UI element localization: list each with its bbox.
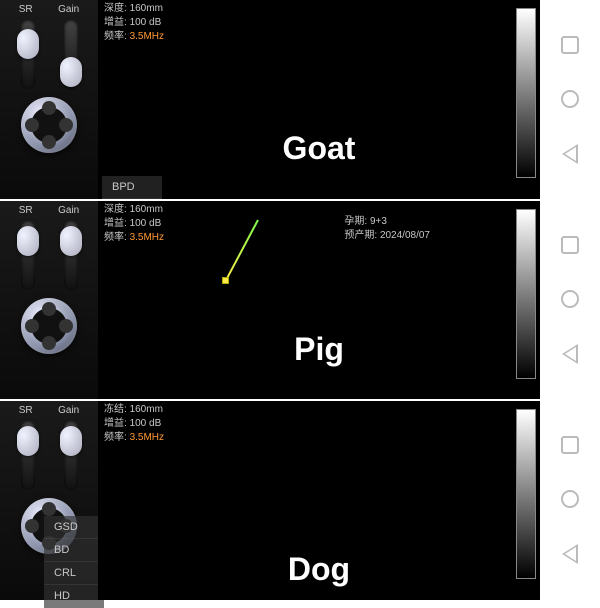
gain-slider-thumb[interactable] (60, 226, 82, 256)
gain-slider[interactable] (64, 220, 78, 290)
controls-column: SR Gain (0, 0, 98, 199)
sr-label: SR (19, 205, 33, 216)
sr-slider[interactable] (21, 19, 35, 89)
nav-back-icon[interactable] (562, 344, 578, 364)
ultrasound-scan-area[interactable]: 深度: 160mm 增益: 100 dB 频率: 3.5MHz 孕期: 9+3 … (98, 201, 540, 400)
ultrasound-scan-area[interactable]: 深度: 160mm 增益: 100 dB 频率: 3.5MHz Goat BPD (98, 0, 540, 199)
nav-home-icon[interactable] (561, 90, 579, 108)
sr-label: SR (19, 405, 33, 416)
scan-info: 冻结: 160mm 增益: 100 dB 频率: 3.5MHz (104, 403, 164, 445)
ultrasound-panel: SR Gain 深度: 160mm 增益: 100 dB 频率: 3.5MHz G… (0, 0, 540, 201)
nav-back-icon[interactable] (562, 544, 578, 564)
sr-slider-thumb[interactable] (17, 29, 39, 59)
controls-column: SR Gain GSDBDCRLHD (0, 401, 98, 600)
scan-fan (169, 411, 469, 551)
ultrasound-scan-area[interactable]: 冻结: 160mm 增益: 100 dB 频率: 3.5MHz Dog (98, 401, 540, 600)
nav-home-icon[interactable] (561, 290, 579, 308)
gain-slider[interactable] (64, 19, 78, 89)
greyscale-bar (516, 209, 536, 379)
sr-label: SR (19, 4, 33, 15)
sr-slider-thumb[interactable] (17, 226, 39, 256)
nav-recent-icon[interactable] (561, 236, 579, 254)
pregnancy-info: 孕期: 9+3 预产期: 2024/08/07 (344, 215, 430, 243)
gain-slider-thumb[interactable] (60, 426, 82, 456)
scan-info: 深度: 160mm 增益: 100 dB 频率: 3.5MHz (104, 203, 164, 245)
gain-label: Gain (58, 405, 79, 416)
greyscale-bar (516, 8, 536, 178)
dropdown-item[interactable]: BPD (102, 176, 162, 199)
scan-fan (169, 10, 469, 150)
scan-info: 深度: 160mm 增益: 100 dB 频率: 3.5MHz (104, 2, 164, 44)
sr-slider-thumb[interactable] (17, 426, 39, 456)
control-knob[interactable] (21, 298, 77, 354)
gain-slider-thumb[interactable] (60, 57, 82, 87)
nav-recent-icon[interactable] (561, 436, 579, 454)
measurement-endpoint[interactable] (222, 277, 229, 284)
animal-label: Pig (294, 331, 344, 368)
sr-slider[interactable] (21, 220, 35, 290)
control-knob[interactable] (21, 97, 77, 153)
sr-slider[interactable] (21, 420, 35, 490)
dropdown-item[interactable]: GSD (44, 516, 104, 539)
dropdown-item[interactable]: CRL (44, 562, 104, 585)
measurement-dropdown[interactable]: GSDBDCRLHD (44, 516, 104, 608)
controls-column: SR Gain (0, 201, 98, 400)
dropdown-item[interactable]: HD (44, 585, 104, 608)
greyscale-bar (516, 409, 536, 579)
ultrasound-panel: SR Gain 深度: 160mm 增益: 100 dB 频率: 3.5MHz … (0, 201, 540, 402)
nav-recent-icon[interactable] (561, 36, 579, 54)
animal-label: Dog (288, 551, 350, 588)
gain-slider[interactable] (64, 420, 78, 490)
ultrasound-panel: SR Gain GSDBDCRLHD 冻结: 160mm 增益: 100 dB … (0, 401, 540, 600)
android-navbar (540, 0, 600, 600)
nav-home-icon[interactable] (561, 490, 579, 508)
animal-label: Goat (283, 130, 356, 167)
dropdown-item[interactable]: BD (44, 539, 104, 562)
measurement-dropdown[interactable]: BPD (102, 176, 162, 199)
gain-label: Gain (58, 4, 79, 15)
nav-back-icon[interactable] (562, 144, 578, 164)
gain-label: Gain (58, 205, 79, 216)
